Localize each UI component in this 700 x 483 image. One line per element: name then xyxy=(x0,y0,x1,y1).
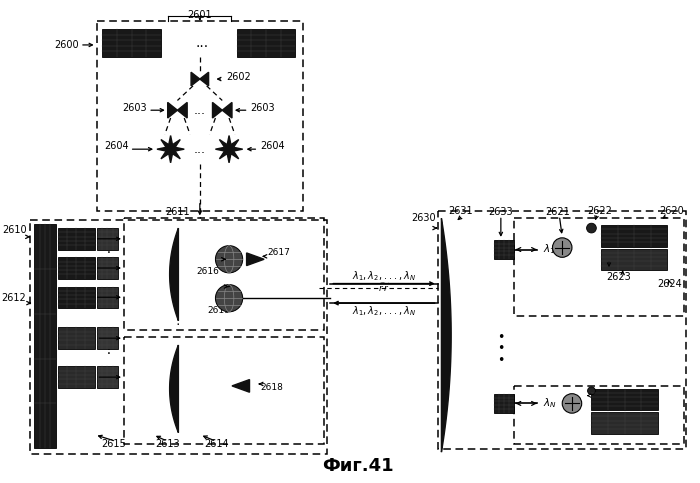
Polygon shape xyxy=(442,218,452,452)
Polygon shape xyxy=(177,102,187,118)
Text: 2601: 2601 xyxy=(188,10,212,20)
Circle shape xyxy=(552,238,572,257)
Text: 2624: 2624 xyxy=(658,279,682,289)
Polygon shape xyxy=(199,72,209,86)
Text: ...: ... xyxy=(194,104,206,117)
Text: ...: ... xyxy=(195,36,209,50)
Bar xyxy=(30,220,328,454)
Polygon shape xyxy=(232,380,249,392)
Text: 2616: 2616 xyxy=(197,268,219,276)
Polygon shape xyxy=(169,345,178,433)
Circle shape xyxy=(216,284,243,312)
Text: 2604: 2604 xyxy=(260,141,285,151)
Bar xyxy=(57,228,94,250)
Text: 2603: 2603 xyxy=(122,103,147,113)
Text: 2622: 2622 xyxy=(587,206,612,215)
Text: ...: ... xyxy=(194,142,206,156)
Text: 2600: 2600 xyxy=(55,40,79,50)
Bar xyxy=(57,257,94,279)
Polygon shape xyxy=(191,72,200,86)
Text: •: • xyxy=(497,331,505,344)
Bar xyxy=(97,21,303,211)
Bar xyxy=(494,394,514,413)
Bar xyxy=(97,228,118,250)
Text: $\lambda_1, \lambda_2,...,\lambda_N$: $\lambda_1, \lambda_2,...,\lambda_N$ xyxy=(352,269,416,283)
Text: 2619: 2619 xyxy=(207,306,230,315)
Bar xyxy=(601,249,667,270)
Text: 2614: 2614 xyxy=(204,440,229,449)
Polygon shape xyxy=(169,228,178,321)
Bar xyxy=(237,29,295,57)
Text: •: • xyxy=(497,354,505,367)
Text: ⋮: ⋮ xyxy=(102,342,116,356)
Text: 2604: 2604 xyxy=(104,141,129,151)
Bar xyxy=(494,240,514,259)
Text: 2623: 2623 xyxy=(606,272,631,282)
Text: 2613: 2613 xyxy=(155,440,180,449)
Bar xyxy=(97,327,118,349)
Polygon shape xyxy=(216,136,243,163)
Text: ⋮: ⋮ xyxy=(172,314,183,327)
Bar xyxy=(514,218,684,316)
Bar xyxy=(57,327,94,349)
Text: 2617: 2617 xyxy=(267,248,290,257)
Bar xyxy=(438,211,686,449)
Circle shape xyxy=(216,246,243,273)
Text: 2610: 2610 xyxy=(2,225,27,235)
Text: $\lambda_1, \lambda_2,...,\lambda_N$: $\lambda_1, \lambda_2,...,\lambda_N$ xyxy=(352,304,416,318)
Text: 2602: 2602 xyxy=(226,72,251,82)
Bar xyxy=(97,257,118,279)
Text: ⋮: ⋮ xyxy=(102,241,116,255)
Text: 2611: 2611 xyxy=(165,208,190,217)
Polygon shape xyxy=(213,102,222,118)
Text: 2621: 2621 xyxy=(545,208,570,217)
Bar xyxy=(592,389,658,410)
Bar xyxy=(124,337,323,444)
Text: $\widetilde{r\,r}$: $\widetilde{r\,r}$ xyxy=(378,281,390,294)
Polygon shape xyxy=(157,136,184,163)
Text: 2618: 2618 xyxy=(260,384,283,392)
Bar xyxy=(97,367,118,388)
Polygon shape xyxy=(168,102,177,118)
Bar xyxy=(592,412,658,434)
Bar xyxy=(57,367,94,388)
Text: 2603: 2603 xyxy=(251,103,275,113)
Text: 2631: 2631 xyxy=(449,206,473,215)
Circle shape xyxy=(587,223,596,233)
Text: 2615: 2615 xyxy=(102,440,127,449)
Bar xyxy=(102,29,161,57)
Bar xyxy=(97,286,118,308)
Text: •: • xyxy=(497,342,505,355)
Text: 2633: 2633 xyxy=(489,207,513,216)
Text: $\lambda_N$: $\lambda_N$ xyxy=(542,397,556,411)
Circle shape xyxy=(587,387,595,395)
Text: 2620: 2620 xyxy=(659,206,684,215)
Circle shape xyxy=(562,394,582,413)
Bar xyxy=(124,218,323,330)
Text: Фиг.41: Фиг.41 xyxy=(322,457,393,475)
Text: 2612: 2612 xyxy=(1,293,27,303)
Polygon shape xyxy=(222,102,232,118)
Bar xyxy=(34,224,56,448)
Bar xyxy=(601,225,667,247)
Text: 2630: 2630 xyxy=(411,213,435,223)
Text: $\lambda_1$: $\lambda_1$ xyxy=(542,242,555,256)
Polygon shape xyxy=(246,253,264,266)
Bar xyxy=(57,286,94,308)
Bar xyxy=(514,386,684,444)
